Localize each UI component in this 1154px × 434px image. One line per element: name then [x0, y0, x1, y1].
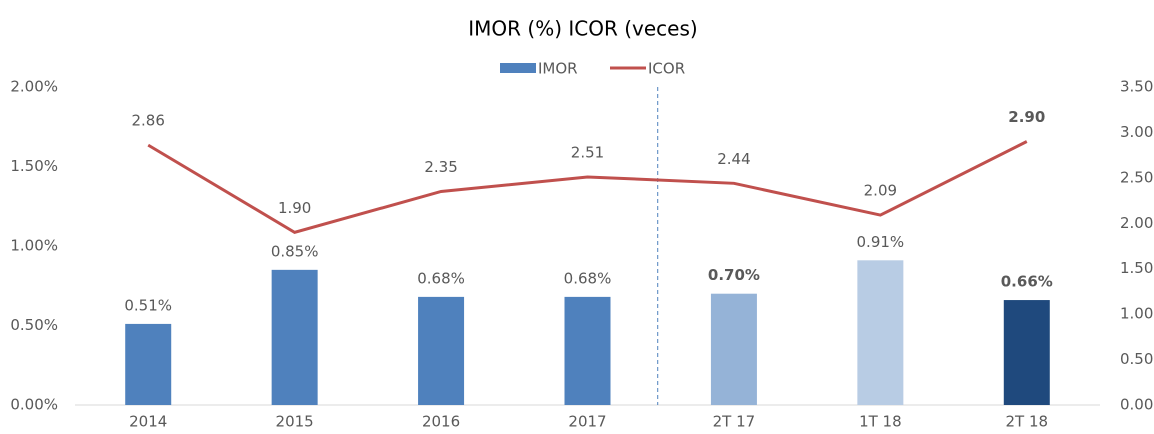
y-tick-label: 0.00% — [10, 396, 58, 414]
bar-label: 0.68% — [417, 269, 465, 287]
bar — [271, 269, 318, 405]
legend-label: IMOR — [538, 60, 578, 78]
x-tick-label: 2015 — [276, 413, 314, 431]
line-label: 2.09 — [864, 182, 897, 200]
bar — [1003, 300, 1050, 405]
x-tick-label: 2T 18 — [1006, 413, 1049, 431]
bar-label: 0.85% — [271, 242, 319, 260]
y2-tick-label: 0.00 — [1120, 396, 1153, 414]
x-tick-label: 2016 — [422, 413, 460, 431]
y2-tick-label: 2.50 — [1120, 168, 1153, 186]
y-tick-label: 1.50% — [10, 157, 58, 175]
line-label: 2.44 — [717, 150, 750, 168]
bar — [418, 296, 465, 405]
chart-title: IMOR (%) ICOR (veces) — [468, 17, 697, 41]
line-label: 2.86 — [132, 112, 165, 130]
y2-tick-label: 1.00 — [1120, 305, 1153, 323]
bar — [125, 323, 172, 405]
bar — [857, 260, 904, 405]
bar-label: 0.51% — [124, 296, 172, 314]
x-tick-label: 1T 18 — [859, 413, 902, 431]
y2-tick-label: 2.00 — [1120, 214, 1153, 232]
bar — [564, 296, 611, 405]
y2-tick-label: 3.00 — [1120, 123, 1153, 141]
bar-label: 0.66% — [1001, 273, 1053, 291]
x-tick-label: 2017 — [568, 413, 606, 431]
line-label: 2.90 — [1008, 108, 1045, 126]
line-label: 2.35 — [424, 158, 457, 176]
y-tick-label: 1.00% — [10, 237, 58, 255]
line-label: 1.90 — [278, 199, 311, 217]
y-tick-label: 0.50% — [10, 316, 58, 334]
line — [147, 140, 1028, 234]
bar — [710, 293, 757, 405]
x-tick-label: 2T 17 — [713, 413, 756, 431]
bar-label: 0.91% — [857, 233, 905, 251]
y2-tick-label: 0.50 — [1120, 350, 1153, 368]
line-label: 2.51 — [571, 143, 604, 161]
bar-label: 0.68% — [564, 269, 612, 287]
bar-label: 0.70% — [708, 266, 760, 284]
y-tick-label: 2.00% — [10, 78, 58, 96]
y2-tick-label: 3.50 — [1120, 78, 1153, 96]
legend-swatch — [500, 63, 536, 73]
legend-label: ICOR — [648, 60, 685, 78]
y2-tick-label: 1.50 — [1120, 259, 1153, 277]
x-tick-label: 2014 — [129, 413, 167, 431]
